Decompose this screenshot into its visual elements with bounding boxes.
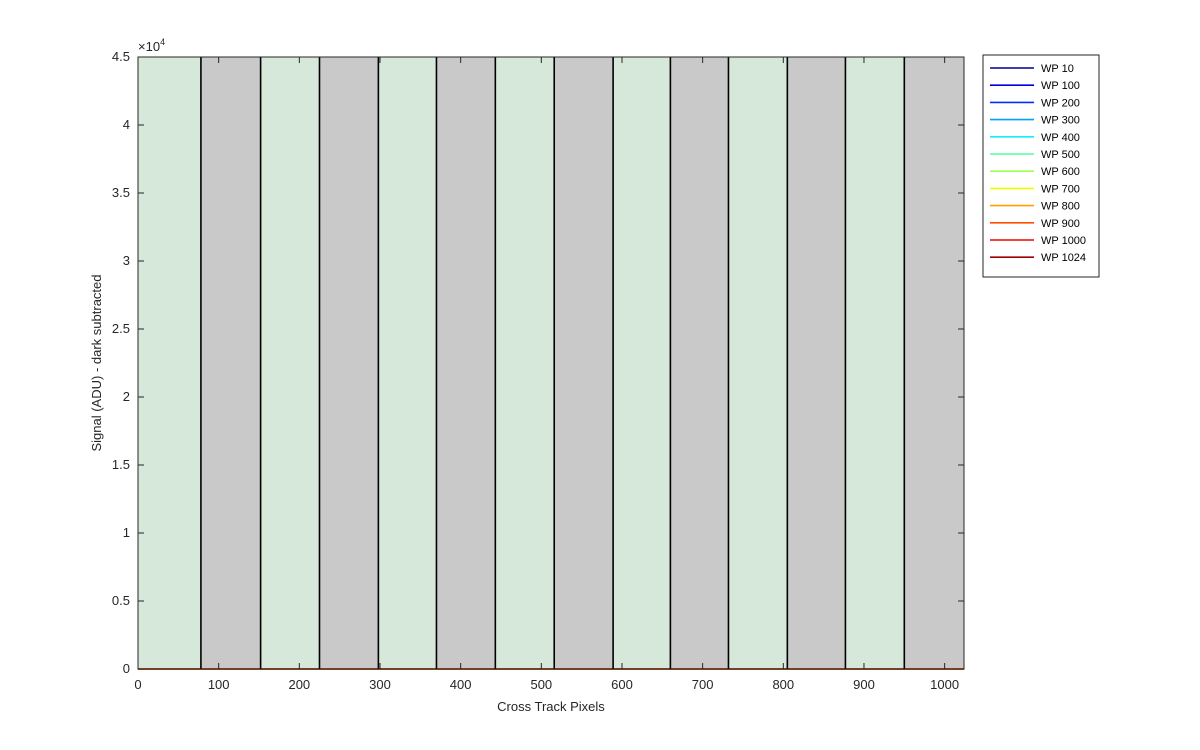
y-exponent-base: ×10 (138, 39, 160, 54)
background-band (670, 57, 729, 669)
background-band (554, 57, 614, 669)
legend-entry: WP 100 (1041, 80, 1080, 92)
background-band (787, 57, 846, 669)
y-tick-label: 4.5 (112, 49, 130, 64)
y-axis-exponent: ×104 (138, 37, 165, 54)
background-band (495, 57, 555, 669)
x-tick-label: 500 (530, 677, 552, 692)
y-tick-label: 2.5 (112, 321, 130, 336)
background-bands (138, 57, 964, 669)
x-tick-label: 700 (692, 677, 714, 692)
x-tick-label: 400 (450, 677, 472, 692)
x-tick-label: 100 (208, 677, 230, 692)
x-tick-label: 200 (288, 677, 310, 692)
legend-entry: WP 10 (1041, 63, 1074, 75)
y-tick-label: 3 (123, 253, 130, 268)
legend-entry: WP 500 (1041, 149, 1080, 161)
background-band (728, 57, 788, 669)
y-tick-label: 0 (123, 661, 130, 676)
legend-entry: WP 600 (1041, 166, 1080, 178)
y-tick-label: 3.5 (112, 185, 130, 200)
legend-entry: WP 400 (1041, 132, 1080, 144)
x-tick-label: 1000 (930, 677, 959, 692)
background-band (138, 57, 201, 669)
x-axis-ticks: 0 100 200 300 400 500 600 700 800 900 1000 (134, 57, 959, 692)
legend-entry: WP 1024 (1041, 252, 1086, 264)
background-band (200, 57, 261, 669)
y-tick-label: 2 (123, 389, 130, 404)
legend: WP 10 WP 100 WP 200 WP 300 WP 400 WP 500 WP 60… (982, 54, 1100, 278)
band-dividers (200, 57, 906, 669)
y-exponent-power: 4 (160, 37, 165, 47)
background-band (436, 57, 496, 669)
background-band (845, 57, 905, 669)
legend-entry: WP 200 (1041, 97, 1080, 109)
x-tick-label: 600 (611, 677, 633, 692)
background-band (260, 57, 320, 669)
legend-entry: WP 900 (1041, 218, 1080, 230)
x-tick-label: 0 (134, 677, 141, 692)
background-band (904, 57, 964, 669)
y-tick-label: 1.5 (112, 457, 130, 472)
background-band (319, 57, 379, 669)
legend-entry: WP 300 (1041, 115, 1080, 127)
y-tick-label: 4 (123, 117, 130, 132)
y-tick-label: 1 (123, 525, 130, 540)
plot-frame (137, 56, 965, 670)
background-band (378, 57, 437, 669)
background-band (613, 57, 671, 669)
y-tick-label: 0.5 (112, 593, 130, 608)
legend-entry: WP 700 (1041, 183, 1080, 195)
x-axis-label: Cross Track Pixels (497, 699, 605, 714)
x-tick-label: 300 (369, 677, 391, 692)
y-axis-label: Signal (ADU) - dark subtracted (89, 274, 104, 451)
legend-entry: WP 1000 (1041, 235, 1086, 247)
legend-entry: WP 800 (1041, 201, 1080, 213)
x-tick-label: 900 (853, 677, 875, 692)
y-axis-ticks: 0 0.5 1 1.5 2 2.5 3 3.5 4 4.5 (112, 49, 964, 676)
x-tick-label: 800 (772, 677, 794, 692)
